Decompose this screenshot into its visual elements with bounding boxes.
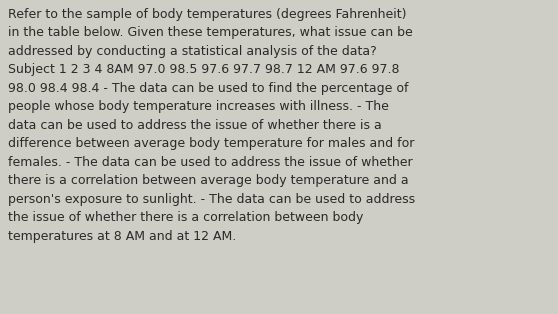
- Text: Refer to the sample of body temperatures (degrees Fahrenheit)
in the table below: Refer to the sample of body temperatures…: [8, 8, 416, 243]
